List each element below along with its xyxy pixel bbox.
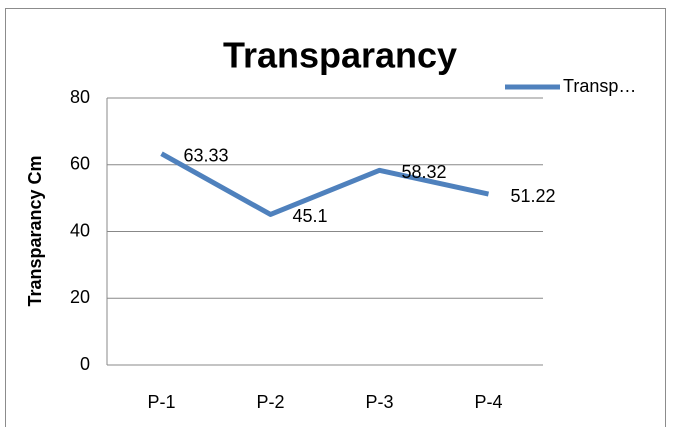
chart-title: Transparancy [223, 35, 457, 76]
x-tick-label: P-1 [147, 392, 175, 412]
line-series [160, 151, 490, 217]
y-tick-label: 20 [70, 287, 90, 307]
y-axis-label: Transparancy Cm [25, 155, 45, 306]
x-tick-label: P-4 [474, 392, 502, 412]
data-label: 45.1 [293, 206, 328, 226]
y-tick-label: 80 [70, 87, 90, 107]
y-tick-label: 60 [70, 154, 90, 174]
data-label: 63.33 [184, 145, 229, 165]
x-tick-label: P-3 [365, 392, 393, 412]
y-tick-label: 0 [80, 354, 90, 374]
data-label: 58.32 [402, 162, 447, 182]
data-label: 51.22 [511, 186, 556, 206]
chart-frame [5, 8, 666, 427]
x-tick-label: P-2 [256, 392, 284, 412]
y-tick-label: 40 [70, 220, 90, 240]
legend-label: Transp… [563, 76, 636, 96]
